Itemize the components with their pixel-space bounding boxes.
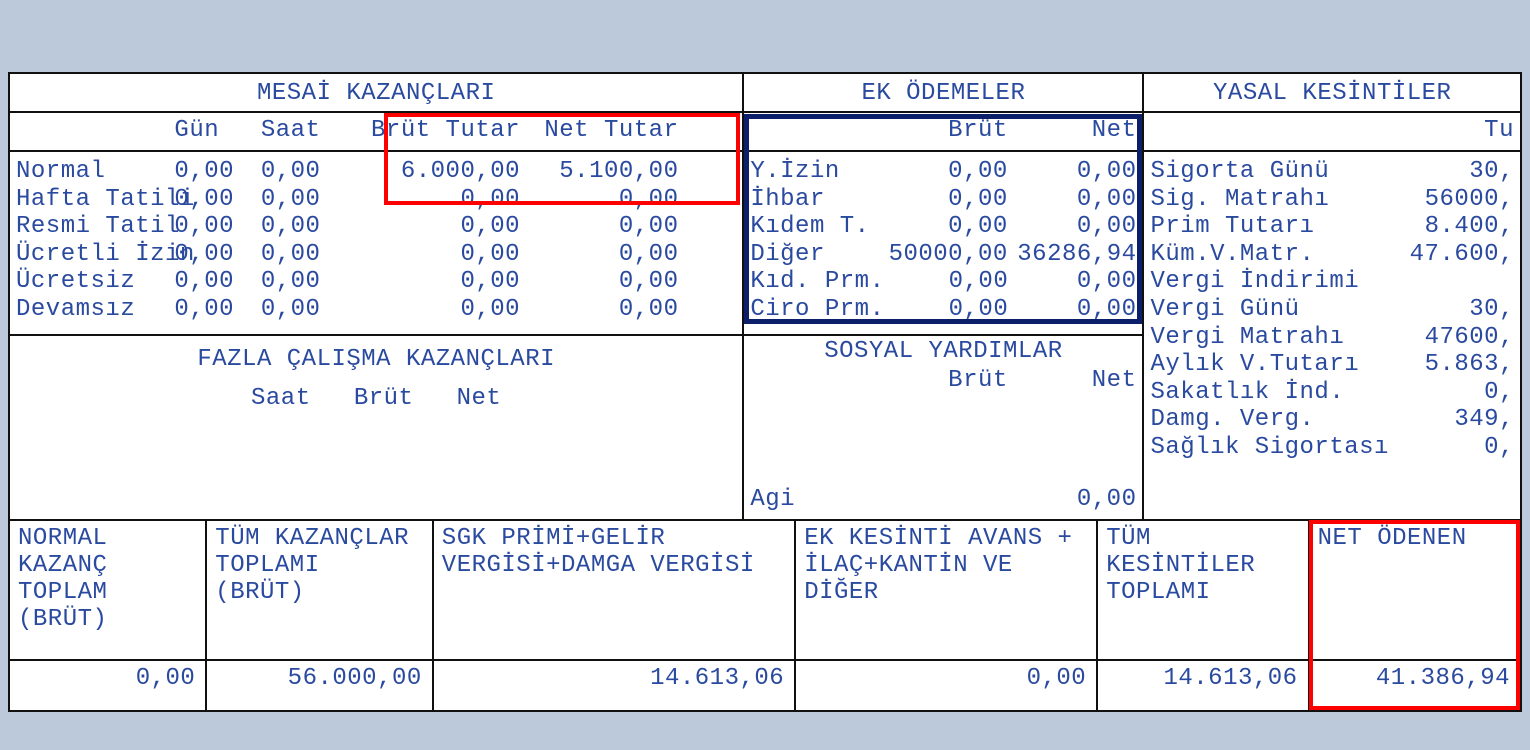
fazla-col-net: Net bbox=[457, 385, 502, 412]
ekodem-row: Diğer50000,0036286,94 bbox=[750, 241, 1136, 269]
ekodem-row: Kıd. Prm.0,000,00 bbox=[750, 268, 1136, 296]
fazla-title: FAZLA ÇALIŞMA KAZANÇLARI bbox=[16, 346, 736, 373]
yasal-row: Prim Tutarı8.400, bbox=[1150, 213, 1514, 241]
yasal-col-tutar: Tu bbox=[1484, 117, 1514, 144]
ekodem-row: Y.İzin0,000,00 bbox=[750, 158, 1136, 186]
yasal-row: Sig. Matrahı56000, bbox=[1150, 186, 1514, 214]
sosyal-col-brut: Brüt bbox=[879, 367, 1008, 394]
yasal-row: Vergi Günü30, bbox=[1150, 296, 1514, 324]
totals-value: 14.613,06 bbox=[433, 660, 795, 710]
col-ek-odemeler: EK ÖDEMELER Brüt Net Y.İzin0,000,00İhbar… bbox=[742, 74, 1142, 519]
agi-row: Agi 0,00 bbox=[750, 486, 1136, 514]
fazla-col-brut: Brüt bbox=[354, 385, 414, 412]
mesai-title: MESAİ KAZANÇLARI bbox=[10, 74, 742, 113]
totals-header: TÜM KESİNTİLER TOPLAMI bbox=[1097, 520, 1308, 660]
ekodem-rows: Y.İzin0,000,00İhbar0,000,00Kıdem T.0,000… bbox=[744, 152, 1142, 334]
ekodem-row: Ciro Prm.0,000,00 bbox=[750, 296, 1136, 324]
totals-header: NET ÖDENEN bbox=[1309, 520, 1520, 660]
yasal-row: Küm.V.Matr.47.600, bbox=[1150, 241, 1514, 269]
col-saat: Saat bbox=[261, 117, 362, 144]
sosyal-title: SOSYAL YARDIMLAR bbox=[744, 334, 1142, 365]
mesai-row: Normal0,000,006.000,005.100,00 bbox=[16, 158, 736, 186]
payroll-sheet: MESAİ KAZANÇLARI Gün Saat Brüt Tutar Net… bbox=[8, 72, 1522, 712]
yasal-rows: Sigorta Günü30,Sig. Matrahı56000,Prim Tu… bbox=[1144, 152, 1520, 472]
totals-value: 0,00 bbox=[795, 660, 1097, 710]
col-net: Net Tutar bbox=[520, 117, 678, 144]
ekodem-row: İhbar0,000,00 bbox=[750, 186, 1136, 214]
mesai-row: Ücretli İzin0,000,000,000,00 bbox=[16, 241, 736, 269]
col-mesai: MESAİ KAZANÇLARI Gün Saat Brüt Tutar Net… bbox=[10, 74, 742, 519]
agi-label: Agi bbox=[750, 486, 795, 514]
totals-header: TÜM KAZANÇLAR TOPLAMI (BRÜT) bbox=[206, 520, 433, 660]
ekodem-row: Kıdem T.0,000,00 bbox=[750, 213, 1136, 241]
yasal-row: Aylık V.Tutarı5.863, bbox=[1150, 351, 1514, 379]
totals-header: EK KESİNTİ AVANS + İLAÇ+KANTİN VE DİĞER bbox=[795, 520, 1097, 660]
totals-header: SGK PRİMİ+GELİR VERGİSİ+DAMGA VERGİSİ bbox=[433, 520, 795, 660]
totals-value: 0,00 bbox=[10, 660, 206, 710]
yasal-row: Sigorta Günü30, bbox=[1150, 158, 1514, 186]
totals-value: 56.000,00 bbox=[206, 660, 433, 710]
mesai-column-headers: Gün Saat Brüt Tutar Net Tutar bbox=[16, 117, 736, 144]
mesai-row: Ücretsiz0,000,000,000,00 bbox=[16, 268, 736, 296]
col-gun: Gün bbox=[174, 117, 260, 144]
fazla-calisma-panel: FAZLA ÇALIŞMA KAZANÇLARI Saat Brüt Net bbox=[10, 334, 742, 442]
yasal-row: Sağlık Sigortası0, bbox=[1150, 434, 1514, 462]
ekodem-column-headers: Brüt Net bbox=[750, 117, 1136, 144]
mesai-row: Devamsız0,000,000,000,00 bbox=[16, 296, 736, 324]
yasal-title: YASAL KESİNTİLER bbox=[1144, 74, 1520, 113]
ekodem-title: EK ÖDEMELER bbox=[744, 74, 1142, 113]
yasal-row: Vergi Matrahı47600, bbox=[1150, 324, 1514, 352]
totals-value: 14.613,06 bbox=[1097, 660, 1308, 710]
mesai-row: Resmi Tatil0,000,000,000,00 bbox=[16, 213, 736, 241]
totals-header: NORMAL KAZANÇ TOPLAM (BRÜT) bbox=[10, 520, 206, 660]
sosyal-col-net: Net bbox=[1008, 367, 1137, 394]
yasal-row: Vergi İndirimi bbox=[1150, 268, 1514, 296]
mesai-rows: Normal0,000,006.000,005.100,00Hafta Tati… bbox=[10, 152, 742, 334]
yasal-row: Damg. Verg.349, bbox=[1150, 406, 1514, 434]
ekodem-col-net: Net bbox=[1008, 117, 1137, 144]
col-yasal-kesintiler: YASAL KESİNTİLER Tu Sigorta Günü30,Sig. … bbox=[1142, 74, 1520, 519]
fazla-col-saat: Saat bbox=[251, 385, 311, 412]
yasal-row: Sakatlık İnd.0, bbox=[1150, 379, 1514, 407]
ekodem-col-brut: Brüt bbox=[879, 117, 1008, 144]
agi-value: 0,00 bbox=[1077, 486, 1137, 514]
mesai-row: Hafta Tatili0,000,000,000,00 bbox=[16, 186, 736, 214]
totals-value: 41.386,94 bbox=[1309, 660, 1520, 710]
totals-table: NORMAL KAZANÇ TOPLAM (BRÜT)TÜM KAZANÇLAR… bbox=[10, 519, 1520, 710]
col-brut: Brüt Tutar bbox=[362, 117, 520, 144]
